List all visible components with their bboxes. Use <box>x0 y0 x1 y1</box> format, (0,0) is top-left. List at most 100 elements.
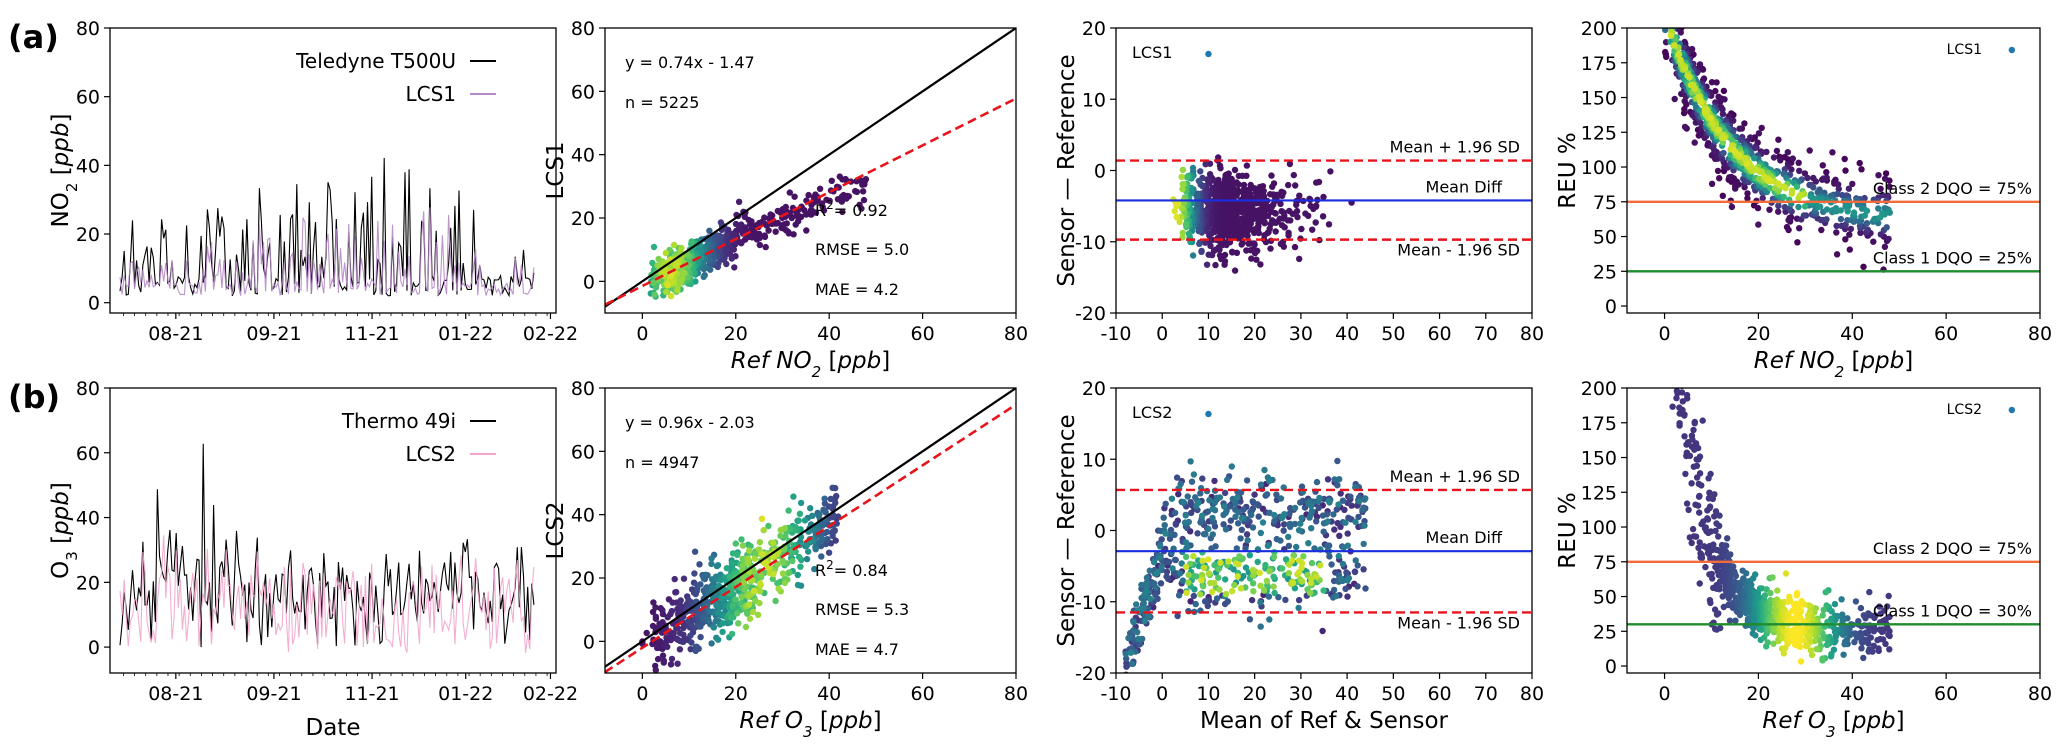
ba_o3-point <box>1320 587 1327 594</box>
ba_o3-point <box>1144 605 1152 612</box>
ts_o3-xtick-label: 08-21 <box>148 683 203 705</box>
reu_o3-xtick-label: 80 <box>2028 683 2052 705</box>
ts_o3-axes: 08-21 09-21 11-21 01-22 02-22 0 20 40 60 80 O3 [pp… <box>48 378 578 705</box>
scatter_o3-point <box>777 532 784 540</box>
reu_no2-xtick-label: 20 <box>1746 323 1770 345</box>
ba_o3-point <box>1266 477 1273 485</box>
reu_o3-point <box>1875 645 1882 652</box>
reu_no2-point <box>1864 226 1872 233</box>
ba_no2-point <box>1189 252 1197 259</box>
reu_o3-point <box>1672 366 1678 372</box>
ba_o3-point <box>1324 476 1332 483</box>
ba_o3-point <box>1354 583 1361 590</box>
scatter_o3-point <box>713 602 720 609</box>
scatter_no2-point <box>664 282 672 289</box>
reu_no2-point <box>1669 6 1675 12</box>
ba_o3-point <box>1254 501 1261 508</box>
ba_o3-point <box>1257 623 1264 630</box>
scatter_o3-point <box>756 599 763 607</box>
reu_no2-point <box>1755 130 1763 137</box>
ts_no2-plot-area <box>119 157 535 298</box>
reu_o3-ytick-label: 50 <box>1593 587 1617 609</box>
ba_no2-point <box>1278 188 1285 195</box>
reu_no2-xlabel: Ref NO2 [ppb] <box>1754 348 1914 381</box>
reu_no2-point <box>1770 154 1778 161</box>
ba_no2-point <box>1202 161 1209 168</box>
reu_no2-point <box>1800 212 1808 219</box>
reu_o3-point <box>1682 470 1689 478</box>
scatter_o3-point <box>741 585 749 593</box>
ba_o3-point <box>1275 594 1282 601</box>
reu_o3-point <box>1664 305 1670 311</box>
reu_no2-point <box>1675 51 1683 58</box>
scatter_o3-point <box>766 564 773 571</box>
scatter_o3-point <box>687 646 694 653</box>
ba_o3-point <box>1308 508 1316 515</box>
ba_o3-point <box>1125 634 1132 642</box>
reu_no2-point <box>1795 159 1802 166</box>
scatter_o3-point <box>809 512 816 519</box>
ba_o3-point <box>1193 573 1200 580</box>
reu_o3-class1-label: Class 1 DQO = 30% <box>1873 601 2032 620</box>
scatter_o3-point <box>801 517 809 524</box>
ba_o3-point <box>1222 576 1229 583</box>
reu_no2-point <box>1671 42 1678 49</box>
ba_no2-point <box>1292 182 1299 189</box>
scatter_no2-point <box>790 231 797 238</box>
reu_no2-point <box>1708 180 1716 187</box>
reu_o3-point <box>1767 589 1774 597</box>
scatter_o3-point <box>643 629 650 637</box>
ba_o3-point <box>1197 490 1204 497</box>
scatter_no2-point <box>715 248 723 255</box>
ba_o3-point <box>1287 504 1294 512</box>
ba_o3-point <box>1225 558 1232 565</box>
reu_o3-point <box>1717 624 1724 632</box>
reu_no2-point <box>1847 225 1855 233</box>
ts_o3-legend-ref-label: Thermo 49i <box>341 409 456 433</box>
reu_o3-point <box>1840 651 1847 658</box>
scatter_no2-point <box>735 198 743 205</box>
ba_o3-point <box>1215 565 1222 573</box>
reu_no2-point <box>1875 205 1882 212</box>
reu_no2-point <box>1863 207 1871 214</box>
ts_no2-xtick-label: 11-21 <box>344 323 399 345</box>
scatter_no2-point <box>706 257 713 264</box>
ba_o3-point <box>1319 512 1327 519</box>
ba_o3-point <box>1351 568 1359 575</box>
reu_o3-point <box>1688 480 1695 487</box>
reu_o3-point <box>1793 636 1800 644</box>
reu_no2-ytick-label: 25 <box>1593 261 1617 283</box>
ba_o3-point <box>1127 649 1135 656</box>
reu_no2-point <box>1804 174 1811 182</box>
reu_no2-point <box>1673 20 1679 26</box>
reu_no2-point <box>1759 194 1766 202</box>
ba_o3-point <box>1238 515 1246 522</box>
reu_no2-point <box>1858 166 1865 173</box>
ba_o3-point <box>1248 511 1255 519</box>
ba_o3-point <box>1182 563 1190 571</box>
reu_no2-point <box>1690 51 1697 58</box>
ba_o3-point <box>1163 568 1171 575</box>
ba_no2-point <box>1216 162 1224 169</box>
ba_no2-point <box>1268 172 1275 179</box>
reu_o3-point <box>1694 502 1702 509</box>
ba_no2-point <box>1290 171 1298 179</box>
scatter_o3-point <box>781 579 789 587</box>
ba_o3-point <box>1315 504 1322 512</box>
scatter_no2-plot-area <box>605 28 1016 308</box>
scatter_o3-point <box>699 614 706 622</box>
reu_o3-point <box>1669 403 1676 410</box>
reu_no2-point <box>1744 190 1751 197</box>
reu_o3-point <box>1673 343 1679 349</box>
reu_no2-point <box>1870 238 1877 245</box>
scatter_no2-frame <box>604 27 1017 314</box>
reu_no2-plot-area <box>1627 6 2040 273</box>
scatter_o3-point <box>818 553 825 560</box>
ba_no2-points <box>1170 154 1355 274</box>
reu_o3-point <box>1852 598 1860 605</box>
scatter_o3-eq-label: y = 0.96x - 2.03 <box>625 413 755 432</box>
ba_o3-point <box>1264 542 1272 549</box>
scatter_o3-point <box>676 646 684 653</box>
ba_o3-point <box>1249 524 1257 531</box>
ba_o3-point <box>1179 577 1187 584</box>
